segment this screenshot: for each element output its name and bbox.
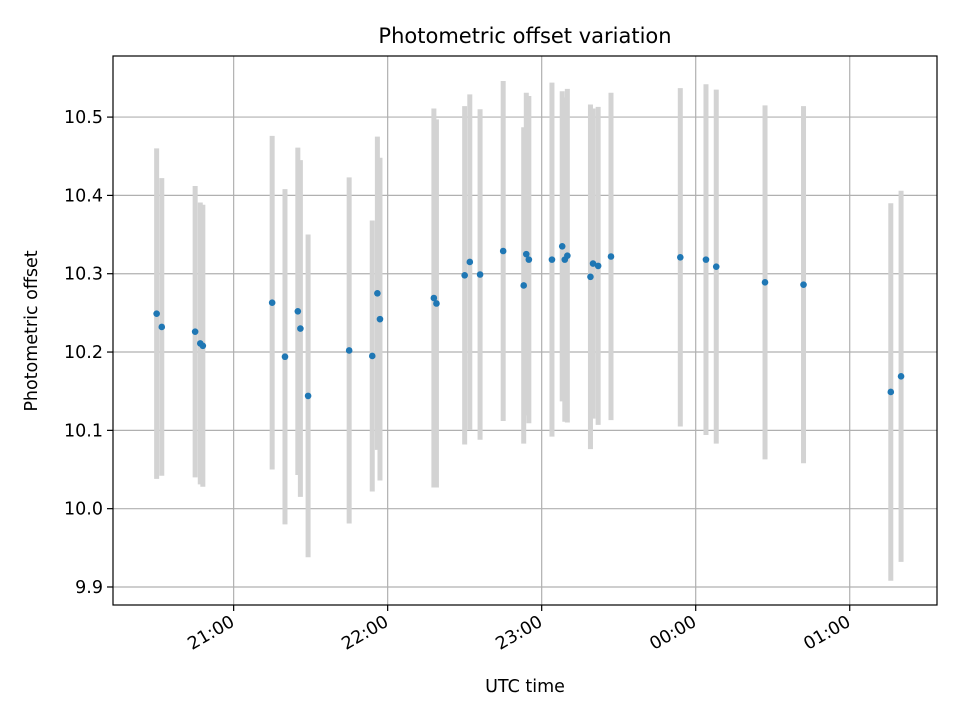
data-point [476, 271, 484, 278]
plot-frame [112, 55, 938, 606]
y-tick-label: 10.3 [64, 265, 103, 285]
data-points [153, 243, 905, 400]
data-point [281, 353, 289, 361]
data-point [594, 262, 602, 270]
chart-title: Photometric offset variation [378, 24, 671, 48]
data-point [466, 258, 474, 266]
data-point [525, 256, 533, 263]
data-point [345, 347, 353, 354]
data-point [702, 256, 710, 263]
data-point [548, 256, 556, 263]
data-point [153, 310, 160, 317]
data-point [522, 250, 530, 258]
data-point [191, 328, 199, 335]
y-axis-ticks: 9.9 10.0 10.1 10.2 10.3 10.4 10.5 [64, 108, 113, 598]
data-point [587, 273, 594, 281]
data-point [712, 263, 720, 270]
data-point [800, 281, 807, 288]
data-point [374, 289, 381, 297]
data-point [376, 315, 384, 323]
data-point [297, 325, 304, 332]
data-point [268, 299, 276, 306]
data-point [677, 253, 684, 261]
y-tick-label: 10.5 [64, 108, 103, 128]
data-point [520, 282, 528, 289]
data-point [558, 243, 566, 250]
data-point [158, 323, 166, 331]
data-point [433, 300, 440, 307]
data-point [607, 253, 615, 260]
data-point [368, 352, 376, 360]
y-tick-label: 9.9 [75, 578, 103, 598]
data-point [499, 247, 507, 255]
data-point [887, 388, 895, 396]
data-point [199, 342, 207, 350]
data-point [897, 373, 905, 380]
data-point [304, 392, 312, 400]
data-point [564, 252, 571, 260]
y-axis-label: Photometric offset [22, 250, 42, 411]
data-point [461, 271, 468, 279]
data-point [430, 294, 438, 302]
x-axis-label: UTC time [485, 677, 565, 697]
y-tick-label: 10.4 [64, 186, 103, 206]
data-point [589, 260, 597, 267]
y-tick-label: 10.1 [64, 421, 103, 441]
y-tick-label: 10.0 [64, 500, 103, 520]
data-point [761, 279, 769, 286]
data-point [294, 308, 302, 315]
y-tick-label: 10.2 [64, 343, 103, 363]
